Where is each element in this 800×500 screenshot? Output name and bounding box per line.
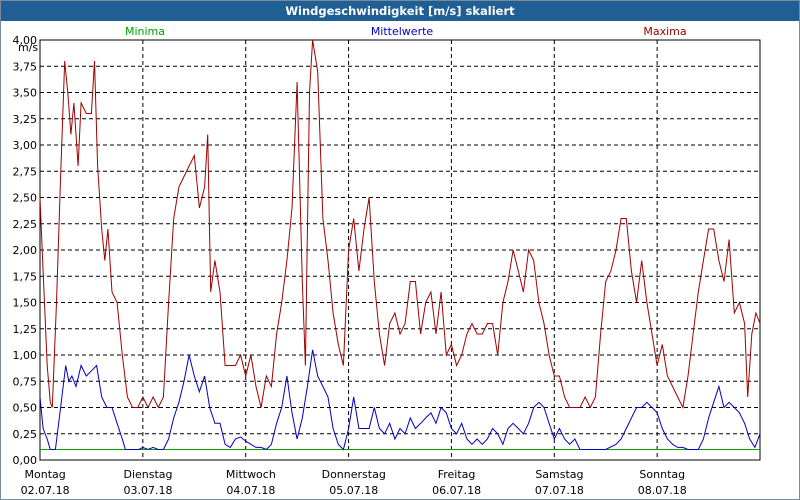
plot-area-border (39, 39, 761, 461)
y-tick-label: 1,75 (13, 270, 38, 283)
y-tick-label: 3,25 (13, 113, 38, 126)
x-tick-weekday-label: Samstag (535, 468, 583, 481)
x-tick-weekday-label: Montag (25, 468, 66, 481)
x-tick-date-label: 07.07.18 (535, 484, 584, 497)
y-tick-label: 1,00 (13, 349, 38, 362)
y-tick-label: 0,50 (13, 402, 38, 415)
y-axis-unit-label: m/s (18, 41, 38, 54)
x-tick-date-label: 02.07.18 (21, 484, 70, 497)
series-line-maxima (39, 39, 761, 410)
y-tick-label: 1,25 (13, 323, 38, 336)
y-tick-label: 2,75 (13, 165, 38, 178)
x-tick-weekday-label: Donnerstag (322, 468, 386, 481)
chart-title: Windgeschwindigkeit [m/s] skaliert (1, 1, 799, 21)
x-tick-date-label: 06.07.18 (432, 484, 481, 497)
x-tick-weekday-label: Mittwoch (226, 468, 276, 481)
y-tick-label: 1,50 (13, 297, 38, 310)
y-tick-label: 2,25 (13, 218, 38, 231)
y-tick-label: 0,00 (13, 454, 38, 467)
series-line-mittelwerte (39, 349, 761, 451)
y-tick-label: 0,25 (13, 428, 38, 441)
y-tick-label: 3,50 (13, 87, 38, 100)
y-tick-label: 4,00 (13, 34, 38, 47)
y-tick-label: 2,50 (13, 192, 38, 205)
x-tick-date-label: 04.07.18 (226, 484, 275, 497)
legend-label-minima: Minima (125, 25, 165, 38)
x-tick-weekday-label: Sonntag (639, 468, 685, 481)
x-tick-weekday-label: Dienstag (123, 468, 172, 481)
legend-label-mittelwerte: Mittelwerte (371, 25, 434, 38)
x-tick-weekday-label: Freitag (438, 468, 476, 481)
legend-label-maxima: Maxima (643, 25, 686, 38)
y-tick-label: 3,00 (13, 139, 38, 152)
x-tick-date-label: 03.07.18 (124, 484, 173, 497)
x-tick-date-label: 08.07.18 (638, 484, 687, 497)
y-tick-label: 0,75 (13, 375, 38, 388)
y-tick-label: 2,00 (13, 244, 38, 257)
x-tick-date-label: 05.07.18 (329, 484, 378, 497)
y-tick-label: 3,75 (13, 60, 38, 73)
